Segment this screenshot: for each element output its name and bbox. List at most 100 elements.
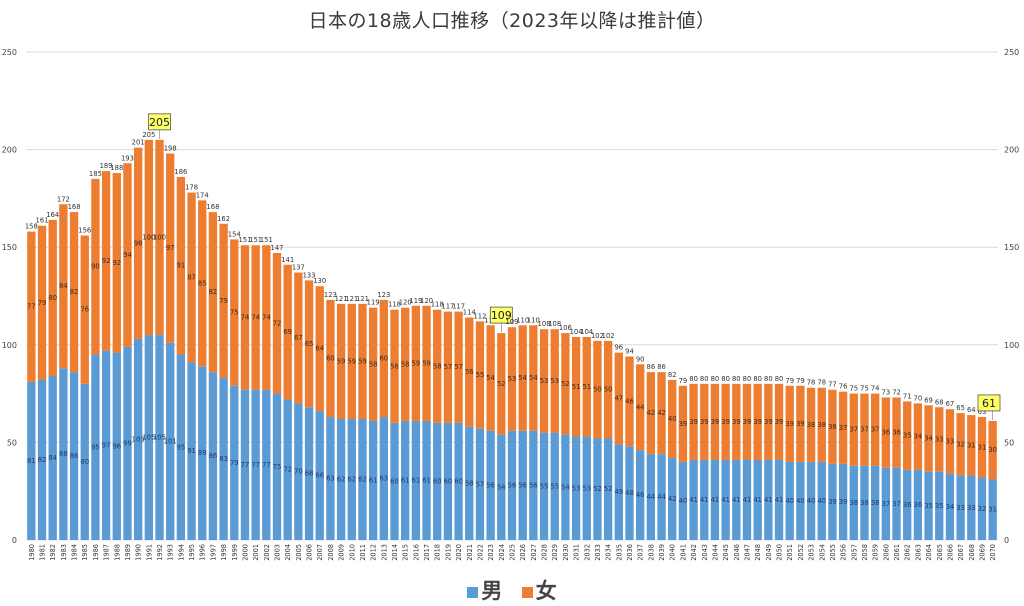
bar-male — [977, 477, 987, 540]
data-label-male: 40 — [679, 497, 688, 505]
bar-female — [379, 299, 388, 418]
data-label-total: 108 — [548, 320, 561, 328]
data-label-female: 30 — [988, 446, 997, 454]
bar-female — [988, 420, 997, 480]
bar-female — [80, 235, 89, 384]
data-label-total: 188 — [110, 164, 123, 172]
data-label-female: 53 — [550, 377, 559, 385]
x-tick-label: 2060 — [882, 544, 890, 561]
data-label-total: 79 — [785, 377, 794, 385]
data-label-male: 63 — [379, 475, 388, 483]
data-label-male: 37 — [882, 500, 891, 508]
x-tick-label: 2023 — [487, 544, 495, 561]
data-label-female: 72 — [273, 319, 282, 327]
bar-male — [742, 459, 752, 540]
bar-male — [272, 393, 282, 540]
data-label-total: 185 — [89, 170, 102, 178]
data-label-male: 48 — [625, 489, 634, 497]
data-label-male: 60 — [390, 477, 399, 485]
data-label-male: 82 — [38, 456, 47, 464]
bar-female — [69, 212, 79, 373]
y-tick-label-right: 50 — [1004, 438, 1014, 447]
data-label-female: 97 — [166, 244, 175, 252]
bar-male — [561, 434, 570, 540]
x-tick-label: 2016 — [412, 544, 420, 561]
data-label-male: 99 — [123, 439, 132, 447]
bar-male — [689, 459, 698, 540]
x-tick-label: 2022 — [476, 544, 484, 561]
x-tick-label: 1993 — [167, 544, 175, 561]
legend-label-male: 男 — [481, 579, 503, 603]
bar-male — [603, 438, 613, 540]
data-label-female: 51 — [582, 383, 591, 391]
bar-male — [230, 385, 239, 540]
data-label-female: 91 — [177, 262, 186, 270]
x-tick-label: 1987 — [103, 544, 111, 561]
bar-male — [796, 461, 805, 540]
data-label-male: 40 — [796, 497, 805, 505]
x-tick-label: 2009 — [338, 544, 346, 561]
data-label-total: 117 — [452, 303, 465, 311]
bar-female — [774, 383, 784, 460]
bar-female — [603, 340, 613, 439]
data-label-male: 54 — [561, 483, 570, 491]
bar-male — [988, 479, 997, 540]
bar-female — [475, 321, 485, 429]
data-label-female: 59 — [422, 359, 431, 367]
data-label-total: 108 — [538, 320, 551, 328]
bar-male — [37, 379, 47, 540]
bar-female — [657, 372, 666, 455]
data-label-male: 35 — [935, 502, 944, 510]
data-label-male: 53 — [572, 484, 581, 492]
bar-male — [764, 459, 773, 540]
bar-male — [379, 417, 388, 540]
bar-male — [892, 467, 901, 540]
data-label-male: 62 — [337, 475, 346, 483]
data-label-male: 83 — [219, 455, 228, 463]
data-label-total: 112 — [473, 312, 486, 320]
data-label-total: 133 — [303, 271, 316, 279]
data-label-total: 168 — [68, 203, 81, 211]
data-label-female: 59 — [358, 357, 367, 365]
legend-label-female: 女 — [535, 579, 557, 603]
x-tick-label: 2024 — [498, 544, 506, 561]
data-label-male: 56 — [518, 481, 527, 489]
bar-male — [155, 335, 164, 540]
data-label-male: 40 — [785, 497, 794, 505]
x-tick-label: 1981 — [39, 544, 47, 561]
bar-male — [732, 459, 741, 540]
data-label-female: 59 — [337, 357, 346, 365]
x-tick-label: 1998 — [220, 544, 228, 561]
data-label-female: 58 — [433, 362, 442, 370]
data-label-female: 74 — [251, 313, 260, 321]
bar-male — [700, 459, 709, 540]
bar-female — [732, 383, 741, 460]
bar-male — [187, 362, 196, 540]
x-tick-label: 2038 — [647, 544, 655, 561]
bar-male — [240, 389, 250, 540]
bar-male — [198, 366, 207, 540]
data-label-female: 79 — [38, 299, 47, 307]
x-tick-label: 2025 — [509, 544, 517, 561]
data-label-female: 82 — [70, 288, 79, 296]
bar-male — [539, 432, 549, 540]
data-label-total: 73 — [882, 389, 891, 397]
legend-swatch-male — [467, 586, 479, 598]
bar-male — [101, 350, 111, 540]
data-label-total: 117 — [441, 303, 454, 311]
bar-female — [518, 325, 527, 431]
bar-female — [497, 333, 506, 435]
data-label-total: 193 — [121, 154, 134, 162]
bar-female — [401, 307, 410, 421]
callout-box — [489, 306, 513, 324]
x-tick-label: 2034 — [605, 544, 613, 561]
data-label-total: 106 — [559, 324, 572, 332]
legend-swatch-female — [521, 586, 533, 598]
data-label-total: 70 — [914, 394, 923, 402]
bar-male — [69, 372, 79, 540]
bar-male — [475, 428, 485, 540]
bar-female — [411, 305, 421, 421]
bar-male — [507, 430, 517, 540]
bar-female — [539, 329, 549, 433]
